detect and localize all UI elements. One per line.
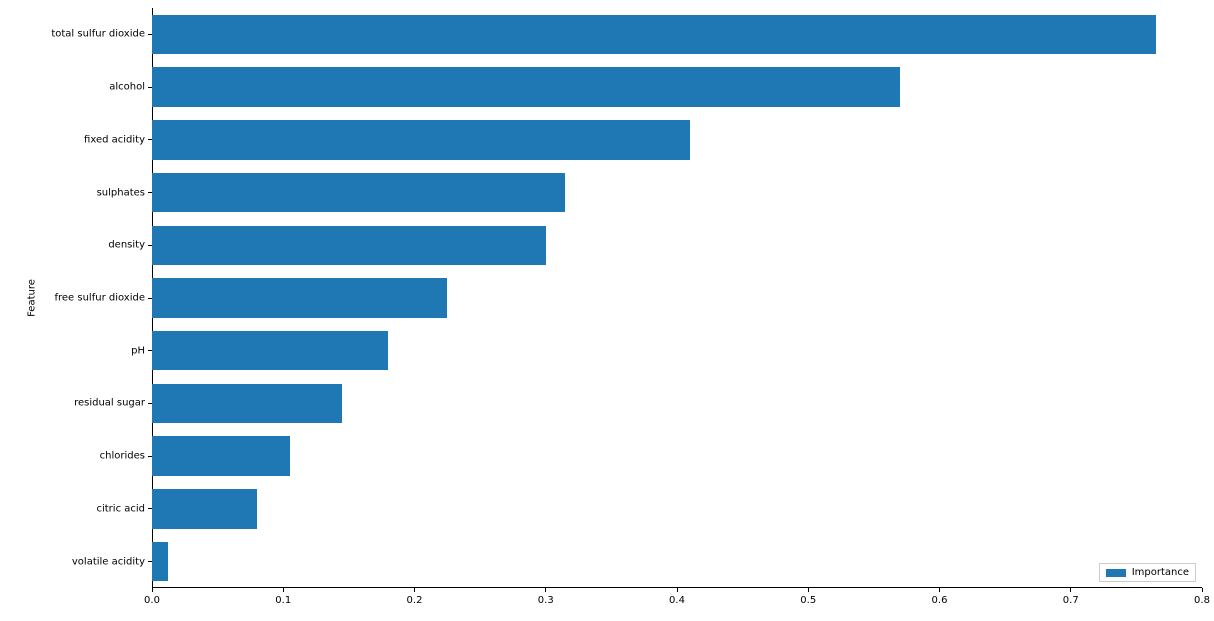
x-tick-label: 0.7 [1063,595,1079,606]
y-tick-label: residual sugar [74,398,145,409]
y-tick-mark [148,350,152,351]
y-tick-label: fixed acidity [84,134,145,145]
x-tick-mark [677,588,678,592]
x-tick-label: 0.0 [144,595,160,606]
x-tick-label: 0.6 [932,595,948,606]
bar [152,278,447,318]
bar [152,489,257,529]
bar [152,384,342,424]
x-tick-mark [1202,588,1203,592]
legend-swatch [1106,569,1126,577]
y-tick-label: free sulfur dioxide [54,293,145,304]
bar [152,173,565,213]
y-tick-label: citric acid [96,503,145,514]
y-tick-mark [148,508,152,509]
y-tick-mark [148,298,152,299]
y-axis-label: Feature [27,279,38,317]
y-tick-label: density [108,240,145,251]
bar [152,67,900,107]
x-tick-mark [545,588,546,592]
x-tick-mark [152,588,153,592]
y-tick-mark [148,87,152,88]
x-tick-label: 0.3 [538,595,554,606]
y-tick-mark [148,139,152,140]
y-tick-label: sulphates [97,187,145,198]
y-tick-label: pH [131,345,145,356]
x-tick-label: 0.8 [1194,595,1210,606]
y-tick-label: volatile acidity [72,556,145,567]
bar [152,436,290,476]
bar [152,15,1156,55]
x-tick-mark [808,588,809,592]
x-tick-mark [414,588,415,592]
y-tick-mark [148,192,152,193]
bar [152,542,168,582]
bar [152,120,690,160]
x-tick-label: 0.2 [407,595,423,606]
y-tick-label: alcohol [109,82,145,93]
x-tick-mark [283,588,284,592]
x-tick-label: 0.1 [275,595,291,606]
y-tick-label: total sulfur dioxide [51,29,145,40]
x-tick-mark [939,588,940,592]
legend-label: Importance [1132,567,1189,578]
y-tick-mark [148,561,152,562]
bar [152,226,546,266]
y-tick-mark [148,34,152,35]
y-tick-label: chlorides [100,451,145,462]
y-tick-mark [148,403,152,404]
y-tick-mark [148,245,152,246]
x-tick-label: 0.5 [800,595,816,606]
bar [152,331,388,371]
x-tick-label: 0.4 [669,595,685,606]
y-tick-mark [148,456,152,457]
x-tick-mark [1070,588,1071,592]
legend: Importance [1099,563,1196,582]
